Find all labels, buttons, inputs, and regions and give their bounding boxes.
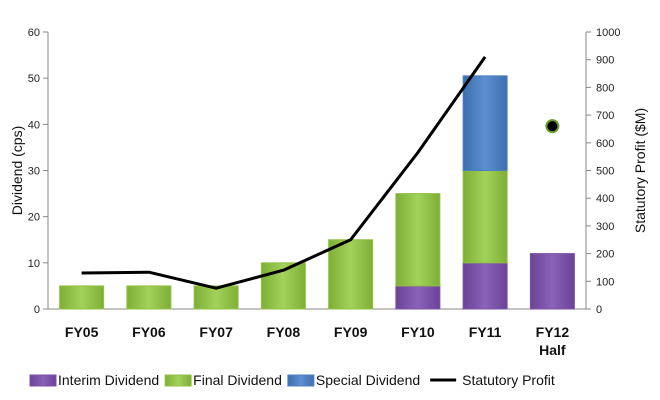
x-tick-label: FY10 bbox=[401, 324, 435, 340]
x-tick-label: FY12 Half bbox=[536, 324, 570, 358]
y-tick-label: 40 bbox=[28, 119, 40, 131]
y2-tick-label: 200 bbox=[596, 249, 614, 261]
x-tick-label: FY05 bbox=[65, 324, 99, 340]
x-tick-label: FY09 bbox=[334, 324, 368, 340]
bar-0 bbox=[395, 285, 441, 310]
y-axis-title: Dividend (cps) bbox=[9, 126, 25, 215]
y2-tick-label: 800 bbox=[596, 82, 614, 94]
y-tick-label: 60 bbox=[28, 27, 40, 39]
y2-axis-title: Statutory Profit ($M) bbox=[632, 108, 648, 233]
y2-tick-label: 300 bbox=[596, 221, 614, 233]
bar-1 bbox=[328, 239, 374, 310]
bar-0 bbox=[462, 262, 508, 310]
bar-0 bbox=[529, 253, 575, 310]
y-tick-label: 50 bbox=[28, 73, 40, 85]
line-statutory-profit bbox=[81, 56, 487, 290]
bar-2 bbox=[462, 75, 508, 171]
x-tick-label: FY07 bbox=[199, 324, 233, 340]
legend-swatch bbox=[164, 374, 192, 387]
bar-1 bbox=[126, 285, 172, 310]
y2-tick-label: 600 bbox=[596, 138, 614, 150]
y2-tick-label: 700 bbox=[596, 110, 614, 122]
y2-tick-label: 1000 bbox=[596, 27, 620, 39]
x-tick-label: FY08 bbox=[267, 324, 301, 340]
legend-label: Special Dividend bbox=[316, 372, 420, 388]
marker-fy12-profit bbox=[545, 119, 560, 134]
y2-tick-label: 0 bbox=[596, 304, 602, 316]
legend-label: Statutory Profit bbox=[462, 372, 555, 388]
y2-tick-label: 100 bbox=[596, 276, 614, 288]
legend-swatch bbox=[29, 374, 57, 387]
bar-1 bbox=[462, 170, 508, 264]
y-tick-label: 10 bbox=[28, 258, 40, 270]
y-tick-label: 30 bbox=[28, 166, 40, 178]
y-tick-label: 0 bbox=[34, 304, 40, 316]
y-tick-label: 20 bbox=[28, 212, 40, 224]
bar-1 bbox=[395, 193, 441, 287]
y2-tick-label: 400 bbox=[596, 193, 614, 205]
bar-1 bbox=[59, 285, 105, 310]
y2-tick-label: 900 bbox=[596, 55, 614, 67]
bar-1 bbox=[193, 285, 239, 310]
legend-label: Interim Dividend bbox=[58, 372, 159, 388]
legend-label: Final Dividend bbox=[193, 372, 282, 388]
y2-tick-label: 500 bbox=[596, 166, 614, 178]
legend-swatch bbox=[287, 374, 315, 387]
x-tick-label: FY11 bbox=[469, 324, 502, 340]
x-tick-label: FY06 bbox=[132, 324, 166, 340]
